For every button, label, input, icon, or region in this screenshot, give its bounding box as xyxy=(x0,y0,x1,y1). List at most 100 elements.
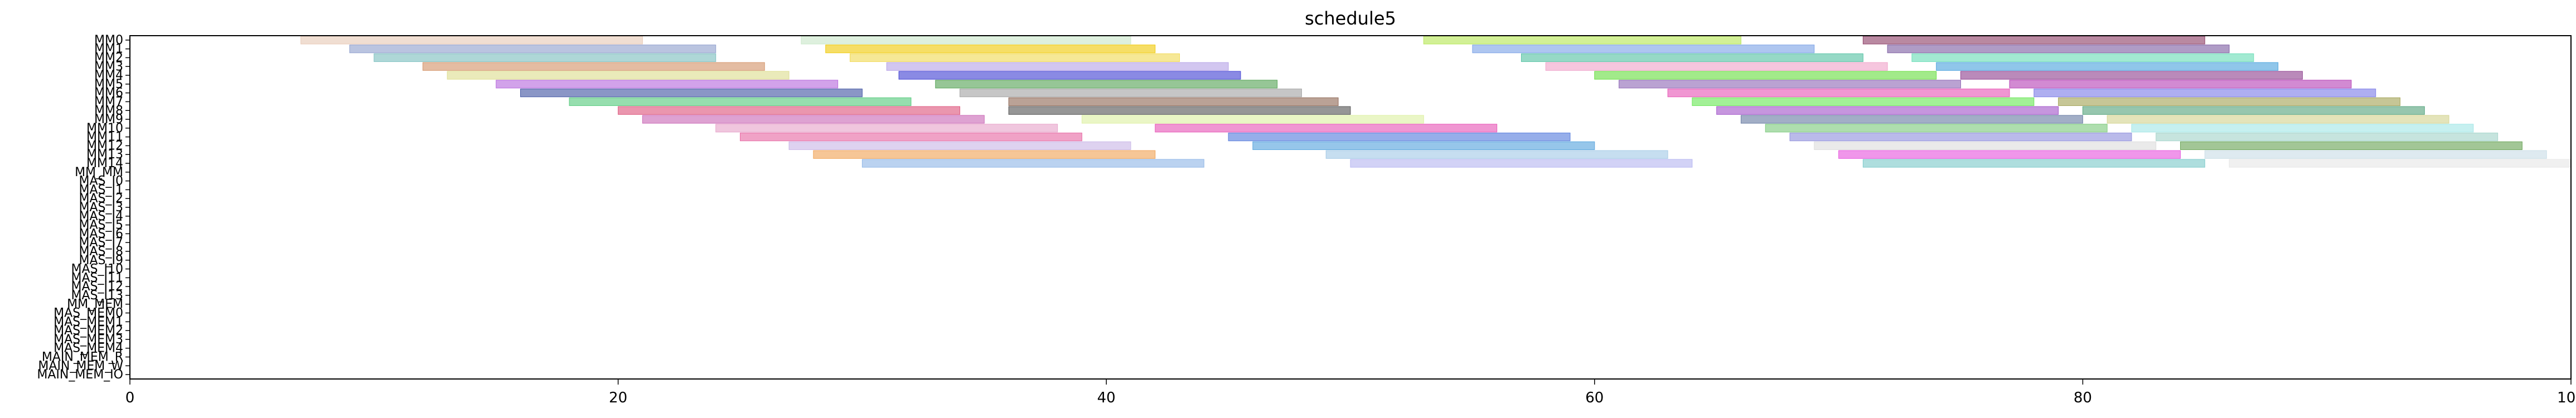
chart-title: schedule5 xyxy=(1305,8,1396,29)
y-tick-label: MM_MM xyxy=(75,166,123,179)
y-tick-label: MM10 xyxy=(86,121,123,135)
y-tick-label: MAS_I5 xyxy=(79,218,123,232)
task-bar xyxy=(447,71,790,80)
task-bar xyxy=(1252,141,1595,150)
task-bar xyxy=(2107,115,2449,124)
task-bar xyxy=(825,45,1156,54)
task-bar xyxy=(374,53,716,62)
task-bar xyxy=(1350,159,1693,168)
y-tick-label: MAS_I6 xyxy=(79,227,123,241)
y-tick-label: MAS_I9 xyxy=(79,254,123,268)
task-bar xyxy=(300,36,643,45)
task-bar xyxy=(2204,150,2547,159)
y-axis: MM0MM1MM2MM3MM4MM5MM6MM7MM8MM9MM10MM11MM… xyxy=(37,33,130,382)
task-bar xyxy=(1862,36,2205,45)
task-bar xyxy=(1008,97,1339,106)
y-tick-label: MAS_I7 xyxy=(79,236,123,250)
y-tick-label: MM14 xyxy=(86,157,123,171)
y-tick-label: MAS_I4 xyxy=(79,210,123,223)
y-tick-label: MAS_I2 xyxy=(79,192,123,206)
y-tick-label: MM12 xyxy=(86,139,123,153)
y-tick-label: MM4 xyxy=(94,69,123,82)
y-tick-label: MAS_I12 xyxy=(71,280,123,294)
task-bar xyxy=(898,71,1241,80)
y-tick-label: MM1 xyxy=(94,42,123,56)
task-bar xyxy=(520,89,863,98)
task-bar xyxy=(788,141,1131,150)
x-tick-label: 100 xyxy=(2557,390,2576,406)
task-bar xyxy=(2229,159,2572,168)
task-bar xyxy=(2180,141,2522,150)
task-bar xyxy=(1814,141,2157,150)
x-tick-label: 80 xyxy=(2074,390,2092,406)
bars-layer xyxy=(300,36,2572,168)
task-bar xyxy=(1228,133,1571,142)
task-bar xyxy=(2058,97,2401,106)
y-tick-label: MM3 xyxy=(94,60,123,74)
y-tick-label: MAS_MEM4 xyxy=(54,342,123,356)
y-tick-label: MAIN_MEM_W xyxy=(38,359,123,373)
task-bar xyxy=(850,53,1180,62)
y-tick-label: MAS_MEM0 xyxy=(54,307,123,320)
y-tick-label: MM8 xyxy=(94,104,123,118)
x-axis: 0 20 40 60 80 100 xyxy=(125,379,2576,406)
y-tick-label: MM5 xyxy=(94,77,123,91)
task-bar xyxy=(1325,150,1668,159)
task-bar xyxy=(1960,71,2303,80)
task-bar xyxy=(422,62,765,71)
y-tick-label: MM2 xyxy=(94,51,123,65)
task-bar xyxy=(1936,62,2279,71)
task-bar xyxy=(2009,80,2352,89)
task-bar xyxy=(1155,124,1498,133)
task-bar xyxy=(813,150,1156,159)
x-tick-label: 20 xyxy=(609,390,627,406)
y-tick-label: MAS_MEM2 xyxy=(54,324,123,338)
task-bar xyxy=(801,36,1131,45)
task-bar xyxy=(2156,133,2498,142)
y-tick-label: MAS_I1 xyxy=(79,183,123,197)
plot-frame xyxy=(129,35,2572,380)
y-tick-label: MM7 xyxy=(94,95,123,109)
task-bar xyxy=(1838,150,2181,159)
y-tick-label: MAS_MEM1 xyxy=(54,315,123,329)
task-bar xyxy=(1911,53,2254,62)
task-bar xyxy=(618,106,961,115)
task-bar xyxy=(740,133,1082,142)
y-tick-label: MAS_I13 xyxy=(71,289,123,303)
task-bar xyxy=(642,115,985,124)
task-bar xyxy=(861,159,1204,168)
task-bar xyxy=(1740,115,2083,124)
task-bar xyxy=(496,80,839,89)
task-bar xyxy=(1521,53,1863,62)
task-bar xyxy=(349,45,716,54)
task-bar xyxy=(1081,115,1424,124)
task-bar xyxy=(1716,106,2059,115)
task-bar xyxy=(935,80,1278,89)
y-tick-label: MM11 xyxy=(86,130,123,144)
task-bar xyxy=(1667,89,2010,98)
task-bar xyxy=(1008,106,1351,115)
y-tick-label: MM_MEM xyxy=(67,298,123,312)
task-bar xyxy=(1619,80,1962,89)
y-tick-label: MAIN_MEM_R xyxy=(42,351,123,364)
x-tick-label: 40 xyxy=(1097,390,1116,406)
task-bar xyxy=(1862,159,2205,168)
task-bar xyxy=(2131,124,2474,133)
task-bar xyxy=(1789,133,2132,142)
y-tick-label: MM9 xyxy=(94,113,123,127)
task-bar xyxy=(1423,36,1741,45)
y-tick-label: MAS_I0 xyxy=(79,174,123,188)
task-bar xyxy=(1692,97,2035,106)
y-tick-label: MAS_I10 xyxy=(71,263,123,276)
task-bar xyxy=(886,62,1229,71)
x-tick-label: 0 xyxy=(125,390,135,406)
y-tick-label: MM0 xyxy=(94,33,123,47)
y-tick-label: MAS_I3 xyxy=(79,201,123,215)
task-bar xyxy=(1545,62,1888,71)
task-bar xyxy=(960,89,1302,98)
task-bar xyxy=(2033,89,2376,98)
task-bar xyxy=(1472,45,1815,54)
y-tick-label: MAIN_MEM_IO xyxy=(37,368,123,382)
